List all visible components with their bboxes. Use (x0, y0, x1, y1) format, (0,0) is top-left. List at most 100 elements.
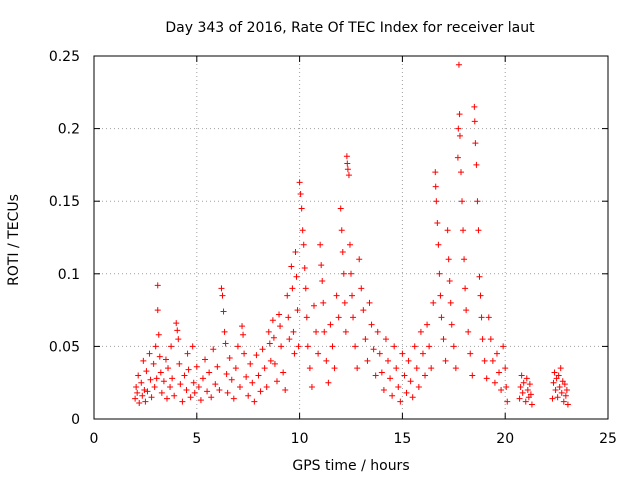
data-point (403, 389, 410, 396)
data-point (193, 363, 200, 370)
data-point (133, 384, 140, 391)
data-point (467, 350, 474, 357)
data-point (151, 384, 158, 391)
data-point (522, 398, 529, 405)
data-point (376, 350, 383, 357)
data-point (240, 331, 247, 338)
plot-frame (93, 55, 609, 420)
data-point (498, 386, 505, 393)
data-point (335, 314, 342, 321)
data-point (313, 328, 320, 335)
data-point (457, 169, 464, 176)
data-point (422, 372, 429, 379)
data-point (417, 328, 424, 335)
data-point (259, 346, 266, 353)
data-point (232, 365, 239, 372)
data-point (300, 241, 307, 248)
y-tick-label: 0 (71, 412, 80, 428)
data-point (288, 263, 295, 270)
data-point (197, 397, 204, 404)
data-point (358, 285, 365, 292)
data-point (173, 320, 180, 327)
data-point (473, 161, 480, 168)
data-point (282, 386, 289, 393)
data-point (362, 336, 369, 343)
data-point (372, 372, 379, 379)
y-tick-label: 0.1 (58, 267, 80, 283)
data-point (204, 388, 211, 395)
data-point (177, 381, 184, 388)
data-point (247, 360, 254, 367)
data-point (471, 103, 478, 110)
data-point (210, 346, 217, 353)
data-point (447, 299, 454, 306)
data-point (424, 321, 431, 328)
x-tick-label: 5 (192, 431, 201, 447)
data-point (320, 299, 327, 306)
data-point (142, 398, 149, 405)
data-point (289, 285, 296, 292)
data-point (221, 328, 228, 335)
data-point (212, 381, 219, 388)
data-point (374, 328, 381, 335)
y-tick-label: 0.2 (58, 122, 80, 138)
data-point (315, 350, 322, 357)
data-point (478, 314, 485, 321)
data-point (270, 334, 277, 341)
data-point (557, 365, 564, 372)
data-point (298, 205, 305, 212)
data-point (308, 384, 315, 391)
data-point (230, 395, 237, 402)
x-tick-label: 15 (393, 431, 411, 447)
data-point (143, 368, 150, 375)
data-point (461, 256, 468, 263)
data-point (245, 392, 252, 399)
data-point (502, 365, 509, 372)
data-point (299, 227, 306, 234)
data-point (496, 369, 503, 376)
data-point (341, 299, 348, 306)
data-point (144, 388, 151, 395)
data-point (337, 205, 344, 212)
data-point (348, 270, 354, 277)
data-point (554, 394, 561, 401)
data-point (519, 389, 526, 396)
data-point (462, 285, 469, 292)
data-point (302, 285, 309, 292)
x-tick-label: 10 (291, 431, 309, 447)
data-point (234, 343, 241, 350)
data-point (228, 376, 235, 383)
data-point (277, 323, 284, 330)
data-point (301, 264, 308, 271)
data-point (147, 376, 154, 383)
data-point (236, 384, 243, 391)
data-point (139, 392, 146, 399)
data-point (455, 125, 462, 132)
data-point (190, 379, 197, 386)
data-point (153, 375, 160, 382)
data-point (187, 394, 194, 401)
data-point (349, 292, 356, 299)
data-point (442, 357, 449, 364)
data-point (438, 314, 445, 321)
data-point (426, 343, 433, 350)
data-point (181, 372, 188, 379)
data-point (319, 278, 326, 285)
data-point (155, 331, 162, 338)
data-point (208, 394, 215, 401)
data-point (345, 172, 352, 179)
data-point (152, 343, 159, 350)
data-point (339, 249, 346, 256)
data-point (295, 343, 302, 350)
data-point (167, 384, 174, 391)
data-point (474, 198, 481, 205)
data-point (409, 394, 416, 401)
data-point (350, 314, 357, 321)
data-point (472, 140, 479, 147)
data-point (550, 379, 557, 386)
data-point (306, 365, 313, 372)
data-point (141, 386, 148, 393)
data-point (241, 350, 248, 357)
data-point (318, 262, 325, 269)
data-point (154, 282, 161, 289)
